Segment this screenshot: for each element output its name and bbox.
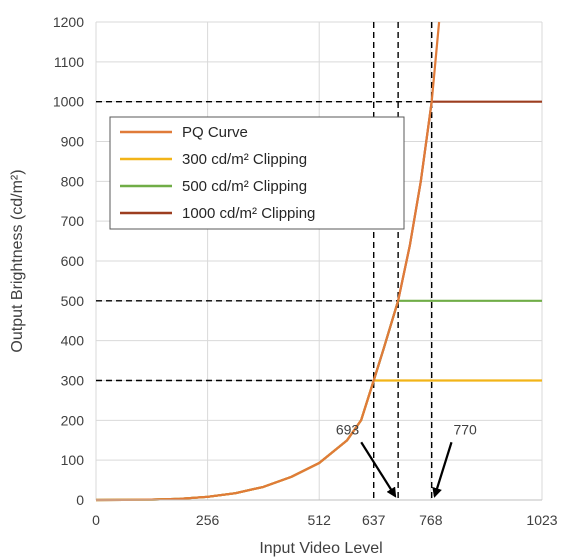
- reference-lines: [96, 22, 433, 500]
- annotation-arrow: [360, 441, 397, 498]
- y-tick-label: 400: [61, 333, 85, 349]
- y-tick-label: 900: [61, 134, 85, 150]
- annotation-arrow: [432, 441, 453, 498]
- legend-label-2: 500 cd/m² Clipping: [182, 178, 307, 195]
- annotation-label: 770: [453, 421, 477, 437]
- x-tick-label: 637: [362, 512, 386, 528]
- legend-label-1: 300 cd/m² Clipping: [182, 151, 307, 168]
- annotation-label: 693: [336, 421, 360, 437]
- y-tick-label: 0: [76, 492, 84, 508]
- y-tick-label: 500: [61, 293, 85, 309]
- y-tick-label: 300: [61, 373, 85, 389]
- y-tick-label: 100: [61, 452, 85, 468]
- y-tick-label: 600: [61, 253, 85, 269]
- legend-label-3: 1000 cd/m² Clipping: [182, 205, 315, 222]
- y-tick-label: 1100: [54, 54, 84, 70]
- x-axis-title: Input Video Level: [259, 540, 382, 557]
- y-tick-label: 200: [61, 412, 85, 428]
- y-tick-label: 1200: [53, 14, 84, 30]
- y-tick-label: 700: [61, 213, 85, 229]
- x-tick-label: 0: [92, 512, 100, 528]
- legend-label-0: PQ Curve: [182, 124, 248, 141]
- y-tick-label: 1000: [53, 94, 84, 110]
- y-axis-title: Output Brightness (cd/m²): [9, 169, 26, 352]
- axes: 0 100 200 300 400 500 600 700 800 900 1000 1100 1200…: [53, 14, 558, 528]
- y-tick-label: 800: [61, 173, 85, 189]
- x-tick-label: 256: [196, 512, 220, 528]
- legend-box: [109, 116, 405, 230]
- legend: PQ Curve 300 cd/m² Clipping 500 cd/m² Clip…: [109, 116, 405, 230]
- x-tick-label: 768: [419, 512, 443, 528]
- series-line-0: [95, 21, 441, 502]
- annotations: 693 770: [336, 421, 477, 498]
- x-tick-label: 512: [308, 512, 332, 528]
- x-tick-label: 1023: [526, 512, 557, 528]
